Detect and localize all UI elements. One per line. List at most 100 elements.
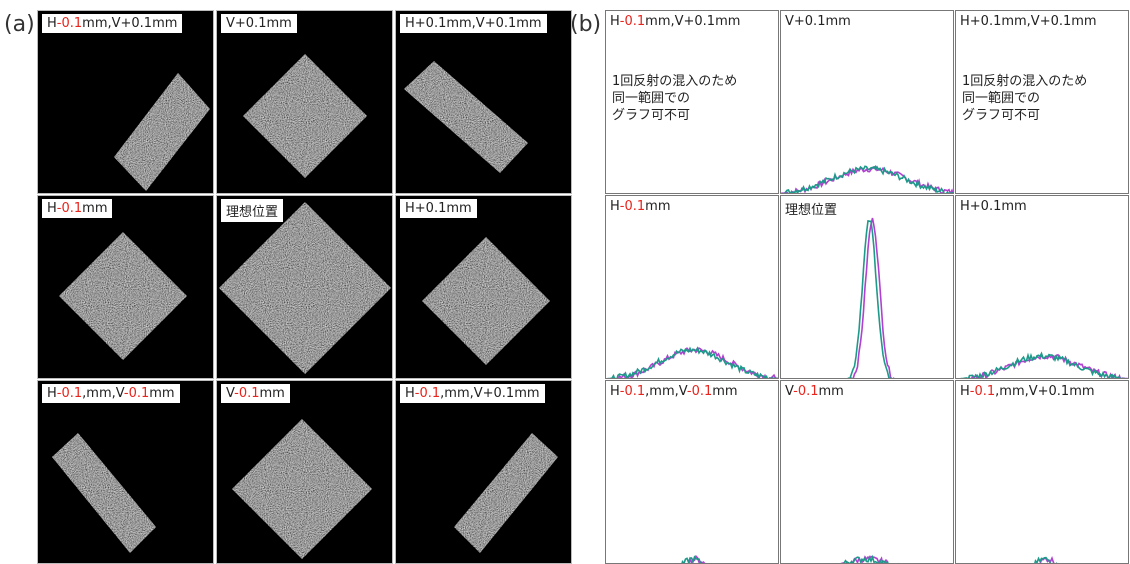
label-part: V [785, 384, 793, 399]
cell-label: H-0.1mm [42, 199, 112, 218]
profile-curve [606, 557, 779, 564]
cell-label: H+0.1mm [960, 199, 1027, 214]
detector-image [217, 196, 393, 379]
label-part: mm [819, 384, 844, 399]
beam-spot [114, 73, 210, 191]
plot-panel: V+0.1mm [780, 10, 954, 194]
cell-label: H-0.1,mm,V+0.1mm [960, 384, 1095, 399]
cell-label: 理想位置 [785, 199, 837, 218]
label-part: mm [712, 384, 737, 399]
label-part: -0.1 [57, 16, 82, 31]
detector-image [38, 381, 214, 564]
detector-image [217, 11, 393, 194]
detector-image [396, 381, 572, 564]
label-part: -0.1 [57, 201, 82, 216]
label-part: -0.1 [57, 386, 82, 401]
label-part: -0.1 [620, 199, 645, 214]
label-part: H+0.1mm,V+0.1mm [960, 14, 1097, 29]
cell-label: H-0.1mm,V+0.1mm [42, 14, 182, 33]
image-panel: V+0.1mm [216, 10, 393, 194]
profile-plot [781, 11, 954, 194]
image-panel: H-0.1,mm,V+0.1mm [395, 380, 572, 564]
detector-image [217, 381, 393, 564]
profile-curve [781, 557, 954, 564]
label-part: -0.1 [124, 386, 149, 401]
cell-label: H-0.1mm [610, 199, 670, 214]
label-part: mm [260, 386, 285, 401]
image-panel: H+0.1mm [395, 195, 572, 379]
label-part: ,mm,V [82, 386, 124, 401]
label-part: -0.1 [620, 14, 645, 29]
cell-note: 1回反射の混入のため同一範囲でのグラフ可不可 [612, 73, 737, 124]
label-part: -0.1 [620, 384, 645, 399]
beam-spot [243, 54, 367, 178]
detector-image [38, 196, 214, 379]
image-panel: H+0.1mm,V+0.1mm [395, 10, 572, 194]
cell-label: H-0.1,mm,V-0.1mm [42, 384, 180, 403]
label-part: H [610, 199, 620, 214]
profile-plot [606, 196, 779, 379]
label-part: H+0.1mm [960, 199, 1027, 214]
profile-plot [781, 381, 954, 564]
label-part: ,mm,V+0.1mm [995, 384, 1094, 399]
plot-panel: H+0.1mm [955, 195, 1129, 379]
plot-panel: H-0.1mm,V+0.1mm 1回反射の混入のため同一範囲でのグラフ可不可 [605, 10, 779, 194]
profile-curve [956, 558, 1129, 564]
label-part: H [47, 16, 57, 31]
label-part: H [610, 14, 620, 29]
detector-image [396, 11, 572, 194]
note-line: グラフ可不可 [962, 107, 1087, 124]
beam-spot [219, 202, 391, 374]
plot-panel: H+0.1mm,V+0.1mm 1回反射の混入のため同一範囲でのグラフ可不可 [955, 10, 1129, 194]
image-panel: H-0.1,mm,V-0.1mm [37, 380, 214, 564]
profile-curve [781, 218, 954, 379]
label-part: H [47, 201, 57, 216]
label-part: -0.1 [415, 386, 440, 401]
beam-spot [232, 419, 372, 559]
cell-label: 理想位置 [221, 199, 283, 222]
plot-panel: V-0.1mm [780, 380, 954, 564]
beam-spot [422, 237, 550, 365]
label-part: -0.1 [234, 386, 259, 401]
cell-label: H+0.1mm,V+0.1mm [960, 14, 1097, 29]
cell-label: V-0.1mm [785, 384, 844, 399]
label-part: -0.1 [793, 384, 818, 399]
profile-curve [606, 348, 779, 379]
profile-plot [956, 381, 1129, 564]
note-line: 同一範囲での [612, 90, 737, 107]
cell-label: V-0.1mm [221, 384, 290, 403]
label-part: V+0.1mm [226, 16, 292, 31]
plot-panel: H-0.1,mm,V-0.1mm [605, 380, 779, 564]
note-line: グラフ可不可 [612, 107, 737, 124]
label-part: ,mm,V+0.1mm [440, 386, 539, 401]
cell-label: H+0.1mm [400, 199, 477, 218]
cell-label: H-0.1,mm,V-0.1mm [610, 384, 738, 399]
label-part: 理想位置 [785, 203, 837, 218]
beam-spot [404, 61, 528, 173]
label-part: H+0.1mm [405, 201, 472, 216]
panel-label: (b) [570, 12, 601, 37]
image-panel: H-0.1mm,V+0.1mm [37, 10, 214, 194]
note-line: 1回反射の混入のため [962, 73, 1087, 90]
note-line: 同一範囲での [962, 90, 1087, 107]
label-part: H [960, 384, 970, 399]
label-part: H [47, 386, 57, 401]
profile-plot [606, 381, 779, 564]
cell-label: H-0.1,mm,V+0.1mm [400, 384, 545, 403]
profile-plot [956, 196, 1129, 379]
detector-image [38, 11, 214, 194]
label-part: H [405, 386, 415, 401]
panel-label: (a) [4, 12, 35, 37]
profile-curve [781, 221, 954, 379]
beam-spot [454, 433, 558, 553]
cell-label: V+0.1mm [785, 14, 851, 29]
beam-spot [59, 232, 187, 360]
note-line: 1回反射の混入のため [612, 73, 737, 90]
label-part: H+0.1mm,V+0.1mm [405, 16, 542, 31]
label-part: mm [82, 201, 107, 216]
label-part: H [610, 384, 620, 399]
beam-spot [52, 433, 156, 553]
cell-label: H-0.1mm,V+0.1mm [610, 14, 740, 29]
cell-label: V+0.1mm [221, 14, 297, 33]
page: (a) (b) H-0.1mm,V+0.1mm V+0.1mm H+0.1mm,V+… [0, 0, 1130, 564]
